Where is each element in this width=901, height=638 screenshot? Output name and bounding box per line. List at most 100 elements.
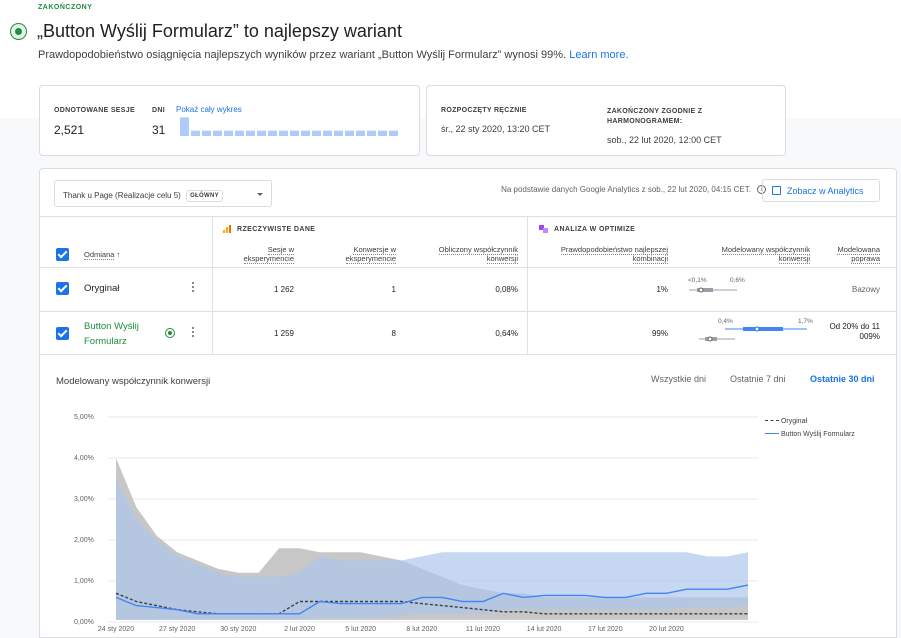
y-tick-label: 0,00% bbox=[74, 619, 94, 626]
divider bbox=[40, 216, 896, 217]
x-tick-label: 20 lut 2020 bbox=[649, 626, 684, 633]
legend-item-variant: Button Wyślij Formularz bbox=[765, 431, 855, 438]
more-vert-icon[interactable] bbox=[192, 282, 195, 294]
divider bbox=[527, 216, 528, 354]
col-sessions[interactable]: Sesje w eksperymencie bbox=[243, 245, 294, 264]
x-tick-label: 24 sty 2020 bbox=[98, 626, 134, 633]
sparkline-bar bbox=[257, 130, 266, 136]
sparkline-bar bbox=[312, 130, 321, 136]
sparkline-bar bbox=[246, 130, 255, 136]
sparkline-bar bbox=[356, 130, 365, 136]
chevron-down-icon bbox=[257, 193, 263, 196]
sessions-card: ODNOTOWANE SESJE 2,521 DNI 31 Pokaż cały… bbox=[39, 85, 420, 156]
learn-more-link[interactable]: Learn more. bbox=[569, 49, 629, 61]
col-rate[interactable]: Obliczony współczynnik konwersji bbox=[438, 245, 518, 264]
started-value: śr., 22 sty 2020, 13:20 CET bbox=[441, 124, 551, 134]
goal-select[interactable]: Thank u Page (Realizacje celu 5) GŁÓWNY bbox=[54, 180, 272, 207]
winner-icon bbox=[10, 23, 27, 40]
conversions-cell: 1 bbox=[391, 285, 396, 294]
conversion-rate-chart: 0,00% 1,00% 2,00% 3,00% 4,00% 5,00% 24 sty 202… bbox=[74, 414, 758, 633]
chart-title: Modelowany współczynnik konwersji bbox=[56, 376, 211, 387]
x-tick-label: 8 lut 2020 bbox=[406, 626, 437, 633]
legend-item-original: Oryginał bbox=[765, 418, 807, 425]
real-data-label: RZECZYWISTE DANE bbox=[237, 226, 316, 233]
select-all-checkbox[interactable] bbox=[56, 248, 69, 261]
tab-last-30-days[interactable]: Ostatnie 30 dni bbox=[810, 374, 875, 384]
view-in-analytics-button[interactable]: Zobacz w Analytics bbox=[762, 179, 880, 202]
sessions-sparkline bbox=[180, 117, 398, 136]
sparkline-bar bbox=[213, 130, 222, 136]
x-tick-label: 30 sty 2020 bbox=[220, 626, 256, 633]
sparkline-bar bbox=[301, 130, 310, 136]
goal-name: Thank u Page (Realizacje celu 5) bbox=[63, 191, 181, 200]
primary-badge: GŁÓWNY bbox=[186, 190, 223, 202]
sparkline-bar bbox=[389, 130, 398, 136]
more-vert-icon[interactable] bbox=[192, 327, 195, 339]
sparkline-bar bbox=[268, 130, 277, 136]
sparkline-bar bbox=[191, 130, 200, 136]
confidence-interval-bar bbox=[689, 287, 737, 293]
variant-name: Button Wyślij Formularz bbox=[84, 321, 139, 347]
sessions-cell: 1 259 bbox=[273, 329, 294, 338]
sparkline-bar bbox=[345, 130, 354, 136]
optimize-icon bbox=[539, 225, 548, 233]
sparkline-bar bbox=[180, 117, 189, 136]
sparkline-bar bbox=[378, 130, 387, 136]
y-tick-label: 3,00% bbox=[74, 496, 94, 503]
improvement-cell: Bazowy bbox=[851, 285, 880, 294]
view-in-analytics-label: Zobacz w Analytics bbox=[787, 186, 864, 196]
series-line bbox=[115, 584, 749, 615]
row-checkbox[interactable] bbox=[56, 327, 69, 340]
col-probability[interactable]: Prawdopodobieństwo najlepszej kombinacji bbox=[560, 245, 668, 264]
results-panel: Thank u Page (Realizacje celu 5) GŁÓWNY … bbox=[39, 168, 897, 638]
days-value: 31 bbox=[152, 123, 166, 137]
range-high: 0,6% bbox=[730, 277, 745, 284]
sparkline-bar bbox=[279, 130, 288, 136]
sparkline-bar bbox=[334, 130, 343, 136]
x-tick-label: 14 lut 2020 bbox=[527, 626, 562, 633]
sessions-cell: 1 262 bbox=[273, 285, 294, 294]
x-tick-label: 17 lut 2020 bbox=[588, 626, 623, 633]
range-low: 0,4% bbox=[718, 318, 733, 325]
divider bbox=[40, 354, 896, 355]
confidence-interval-bar bbox=[699, 326, 807, 342]
external-link-icon bbox=[772, 186, 781, 195]
range-low: <0,1% bbox=[688, 277, 707, 284]
tab-all-days[interactable]: Wszystkie dni bbox=[651, 374, 707, 384]
confidence-band bbox=[116, 478, 748, 620]
page-title: „Button Wyślij Formularz” to najlepszy w… bbox=[37, 21, 402, 41]
col-improvement[interactable]: Modelowana poprawa bbox=[837, 245, 880, 264]
row-checkbox[interactable] bbox=[56, 282, 69, 295]
subtitle-text: Prawdopodobieństwo osiągnięcia najlepszy… bbox=[38, 49, 567, 61]
sessions-value: 2,521 bbox=[54, 123, 85, 137]
sparkline-bar bbox=[224, 130, 233, 136]
conversions-cell: 8 bbox=[391, 329, 396, 338]
tab-last-7-days[interactable]: Ostatnie 7 dni bbox=[730, 374, 786, 384]
days-label: DNI bbox=[152, 107, 165, 114]
sparkline-bar bbox=[323, 130, 332, 136]
show-full-chart-link[interactable]: Pokaż cały wykres bbox=[176, 105, 242, 114]
rate-cell: 0,08% bbox=[495, 285, 518, 294]
status-label: ZAKOŃCZONY bbox=[38, 4, 93, 11]
probability-cell: 1% bbox=[656, 285, 668, 294]
col-variant[interactable]: Odmiana ↑ bbox=[84, 250, 121, 260]
x-tick-label: 27 sty 2020 bbox=[159, 626, 195, 633]
y-tick-label: 4,00% bbox=[74, 455, 94, 462]
winner-icon bbox=[165, 328, 175, 338]
sparkline-bar bbox=[367, 130, 376, 136]
ended-value: sob., 22 lut 2020, 12:00 CET bbox=[607, 135, 722, 145]
col-conversions[interactable]: Konwersje w eksperymencie bbox=[345, 245, 396, 264]
started-label: ROZPOCZĘTY RĘCZNIE bbox=[441, 107, 527, 114]
y-tick-label: 5,00% bbox=[74, 414, 94, 421]
col-modeled-rate[interactable]: Modelowany współczynnik konwersji bbox=[721, 245, 810, 264]
sparkline-bar bbox=[235, 130, 244, 136]
improvement-cell: Od 20% do 11 009% bbox=[829, 322, 880, 341]
sparkline-bar bbox=[202, 130, 211, 136]
sparkline-bar bbox=[290, 130, 299, 136]
info-icon[interactable]: i bbox=[757, 185, 766, 194]
rate-cell: 0,64% bbox=[495, 329, 518, 338]
optimize-analysis-label: ANALIZA W OPTIMIZE bbox=[554, 226, 636, 233]
probability-cell: 99% bbox=[651, 329, 668, 338]
variant-name: Oryginał bbox=[84, 283, 120, 294]
y-tick-label: 1,00% bbox=[74, 578, 94, 585]
